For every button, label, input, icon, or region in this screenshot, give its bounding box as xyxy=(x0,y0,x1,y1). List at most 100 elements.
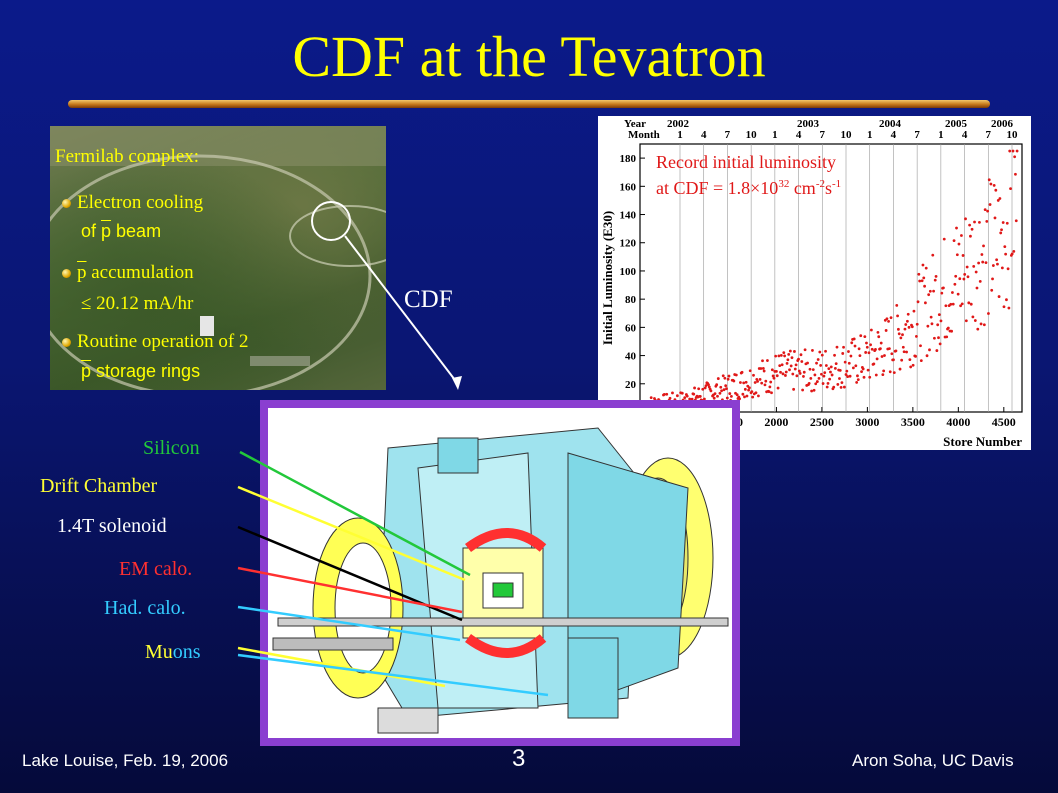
data-point xyxy=(1011,149,1015,153)
y-tick-label: 120 xyxy=(620,238,637,250)
x-tick-label: 4500 xyxy=(992,415,1016,429)
data-point xyxy=(762,369,766,373)
label-solenoid: 1.4T solenoid xyxy=(57,515,167,537)
data-point xyxy=(861,367,865,371)
data-point xyxy=(797,357,800,361)
data-point xyxy=(732,379,736,383)
data-point xyxy=(856,374,859,378)
data-point xyxy=(707,383,710,387)
data-point xyxy=(794,363,798,367)
data-point xyxy=(990,288,994,292)
cdf-location-circle xyxy=(311,201,351,241)
month-tick-label: 7 xyxy=(986,129,992,141)
data-point xyxy=(915,334,918,338)
data-point xyxy=(784,370,788,374)
data-point xyxy=(754,391,758,395)
data-point xyxy=(1002,305,1006,309)
data-point xyxy=(767,390,771,394)
data-point xyxy=(748,369,752,373)
data-point xyxy=(693,386,696,390)
pointer-silicon xyxy=(239,450,471,577)
data-point xyxy=(901,333,904,337)
data-point xyxy=(690,397,694,401)
data-point xyxy=(859,334,863,338)
data-point xyxy=(758,377,762,381)
data-point xyxy=(928,289,932,293)
data-point xyxy=(865,341,868,345)
data-point xyxy=(723,376,727,380)
slide-title: CDF at the Tevatron xyxy=(292,24,766,89)
data-point xyxy=(923,284,926,288)
data-point xyxy=(774,354,778,358)
data-point xyxy=(986,209,990,213)
data-point xyxy=(971,315,975,319)
data-point xyxy=(718,391,722,395)
data-point xyxy=(790,356,794,360)
data-point xyxy=(756,380,760,383)
data-point xyxy=(779,370,782,374)
data-point xyxy=(727,374,731,378)
data-point xyxy=(959,304,963,308)
data-point xyxy=(965,265,969,269)
cdf-pointer-arrow xyxy=(344,235,459,385)
data-point xyxy=(715,383,719,387)
data-point xyxy=(847,350,850,353)
data-point xyxy=(788,349,792,353)
record-line-1: Record initial luminosity xyxy=(656,152,836,172)
data-point xyxy=(910,325,914,329)
data-point xyxy=(926,324,930,328)
data-point xyxy=(820,372,823,376)
data-point xyxy=(781,372,785,376)
data-point xyxy=(829,370,832,374)
data-point xyxy=(903,327,907,331)
bullet-icon xyxy=(62,338,71,348)
label-had-calo: Had. calo. xyxy=(104,597,186,619)
data-point xyxy=(649,396,653,399)
data-point xyxy=(960,234,963,237)
x-tick-label: 3500 xyxy=(901,415,925,429)
data-point xyxy=(969,234,972,238)
data-point xyxy=(973,319,977,322)
data-point xyxy=(814,382,818,386)
data-point xyxy=(1014,172,1017,176)
data-point xyxy=(826,381,830,385)
bullet-icon xyxy=(62,269,71,279)
data-point xyxy=(741,392,745,396)
data-point xyxy=(797,369,801,373)
plot-frame xyxy=(639,143,1023,413)
data-point xyxy=(994,188,998,192)
bullet-3-line2: p storage rings xyxy=(81,361,201,381)
data-point xyxy=(779,353,783,357)
data-point xyxy=(819,364,823,367)
data-point xyxy=(1007,306,1011,310)
data-point xyxy=(869,328,873,332)
data-point xyxy=(924,266,928,270)
data-point xyxy=(716,394,719,398)
data-point xyxy=(742,381,746,385)
data-point xyxy=(713,392,717,396)
x-tick-label: 2000 xyxy=(764,415,788,429)
pointer-had xyxy=(237,605,461,642)
data-point xyxy=(850,341,854,345)
data-point xyxy=(866,368,870,372)
data-point xyxy=(978,279,982,283)
data-point xyxy=(662,393,666,396)
data-point xyxy=(751,395,755,399)
data-point xyxy=(954,274,958,278)
data-point xyxy=(914,354,917,358)
data-point xyxy=(816,358,820,361)
data-point xyxy=(969,302,973,306)
data-point xyxy=(798,372,802,375)
data-point xyxy=(795,374,799,378)
data-point xyxy=(685,394,689,398)
data-point xyxy=(906,312,910,316)
data-point xyxy=(842,345,845,349)
data-point xyxy=(878,347,882,351)
data-point xyxy=(847,361,851,365)
data-point xyxy=(992,184,996,187)
data-point xyxy=(792,387,796,391)
data-point xyxy=(951,291,954,294)
detector-drawing xyxy=(272,427,729,734)
data-point xyxy=(970,227,974,231)
data-point xyxy=(888,370,892,374)
